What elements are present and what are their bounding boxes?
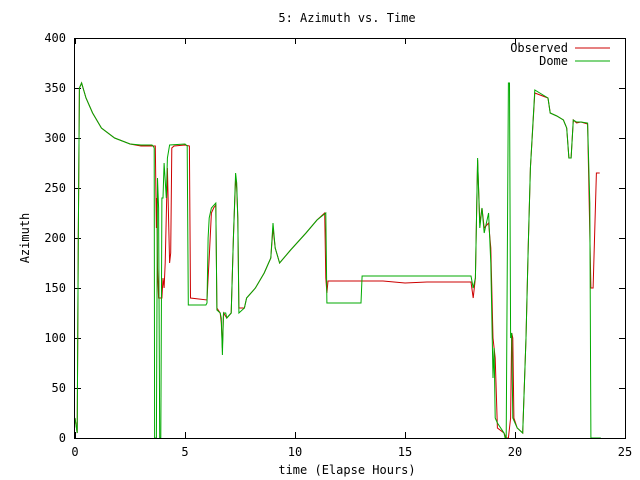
y-tick-label: 150 [44,281,66,295]
y-tick-label: 250 [44,181,66,195]
y-tick-label: 50 [52,381,66,395]
y-tick-label: 100 [44,331,66,345]
chart-title: 5: Azimuth vs. Time [278,11,415,25]
series-layer [74,81,601,439]
x-tick-label: 0 [71,445,78,459]
series-line-dome [74,81,601,439]
y-tick-label: 300 [44,131,66,145]
x-tick-label: 5 [181,445,188,459]
plot-frame [74,38,626,439]
legend-label-dome: Dome [539,54,568,68]
x-tick-label: 25 [618,445,632,459]
x-tick-label: 15 [398,445,412,459]
legend-label-observed: Observed [510,41,568,55]
x-tick-label: 20 [508,445,522,459]
y-tick-label: 400 [44,31,66,45]
x-axis-label: time (Elapse Hours) [278,463,415,477]
y-tick-label: 200 [44,231,66,245]
y-axis-label: Azimuth [18,213,32,264]
y-tick-label: 0 [59,431,66,445]
y-tick-label: 350 [44,81,66,95]
x-tick-label: 10 [288,445,302,459]
